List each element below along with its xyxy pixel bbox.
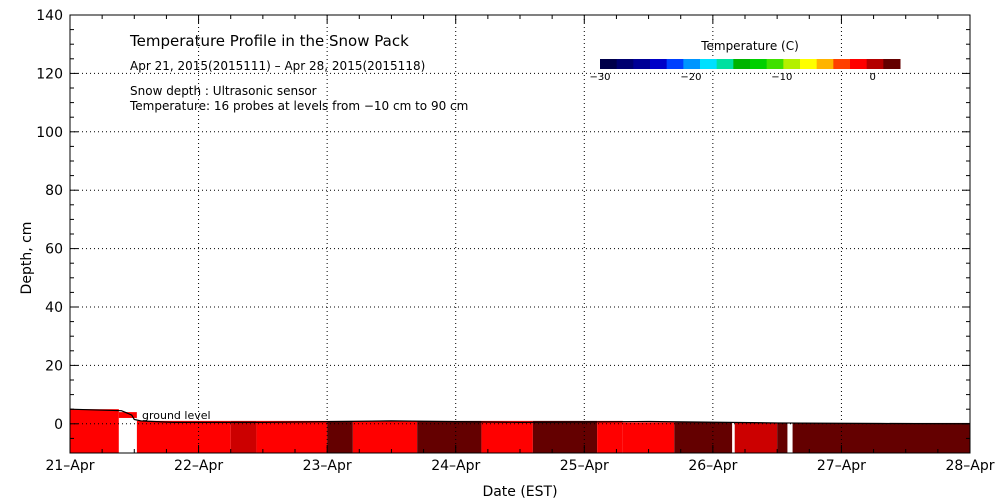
plot-frame <box>69 14 971 454</box>
colorbar-swatch-1 <box>616 59 634 69</box>
x-tick-label-3: 24–Apr <box>431 458 480 474</box>
colorbar-tick-label-2: −10 <box>771 72 792 83</box>
colorbar-swatch-15 <box>850 59 868 69</box>
x-tick-label-1: 22–Apr <box>174 458 223 474</box>
snow-depth-note: Snow depth : Ultrasonic sensor <box>130 84 317 98</box>
colorbar-swatch-5 <box>683 59 701 69</box>
heat-cell-4 <box>256 420 328 453</box>
colorbar-swatch-13 <box>816 59 834 69</box>
heat-cell-12 <box>674 422 733 453</box>
ground-level-annotation: ground level <box>142 409 211 422</box>
data-gap-0 <box>118 417 137 453</box>
heat-cell-11 <box>622 422 675 453</box>
colorbar-swatch-11 <box>783 59 801 69</box>
colorbar-swatch-12 <box>800 59 818 69</box>
heat-cell-2 <box>136 420 231 453</box>
y-tick-label-20: 20 <box>45 358 63 374</box>
y-tick-label-100: 100 <box>36 125 63 141</box>
y-tick-label-120: 120 <box>36 66 63 82</box>
y-tick-label-0: 0 <box>54 417 63 433</box>
colorbar-swatch-17 <box>883 59 901 69</box>
heatmap-layer <box>69 408 971 453</box>
colorbar-swatch-2 <box>633 59 651 69</box>
heat-cell-13 <box>732 422 778 453</box>
colorbar-swatch-6 <box>700 59 718 69</box>
grid-lines <box>70 15 970 453</box>
colorbar-tick-label-0: −30 <box>589 72 610 83</box>
date-range-label: Apr 21, 2015(2015111) – Apr 28, 2015(201… <box>130 59 425 73</box>
heat-cell-5 <box>327 420 353 453</box>
heat-cell-10 <box>597 420 623 453</box>
heat-cell-0 <box>70 409 119 453</box>
colorbar-swatch-0 <box>600 59 618 69</box>
heat-cell-7 <box>417 420 482 453</box>
y-tick-label-80: 80 <box>45 183 63 199</box>
x-tick-label-7: 28–Apr <box>945 458 994 474</box>
colorbar-swatch-8 <box>733 59 751 69</box>
data-gap-2 <box>787 417 793 453</box>
y-tick-label-60: 60 <box>45 242 63 258</box>
heat-cell-14 <box>777 422 970 453</box>
snow-surface-line <box>69 408 971 425</box>
data-gap-1 <box>732 417 735 453</box>
colorbar-swatch-9 <box>750 59 768 69</box>
colorbar-swatch-16 <box>866 59 884 69</box>
y-axis-label: Depth, cm <box>19 222 35 295</box>
y-tick-label-40: 40 <box>45 300 63 316</box>
colorbar-swatch-14 <box>833 59 851 69</box>
x-tick-label-4: 25–Apr <box>560 458 609 474</box>
heat-cell-9 <box>532 420 598 453</box>
colorbar-swatch-7 <box>716 59 734 69</box>
x-tick-label-0: 21–Apr <box>45 458 94 474</box>
colorbar-title: Temperature (C) <box>700 39 799 53</box>
x-tick-label-5: 26–Apr <box>688 458 737 474</box>
colorbar-swatch-10 <box>766 59 784 69</box>
colorbar-swatch-4 <box>666 59 684 69</box>
chart-title: Temperature Profile in the Snow Pack <box>129 32 409 50</box>
colorbar-swatch-3 <box>650 59 668 69</box>
y-tick-label-140: 140 <box>36 8 63 24</box>
x-axis-label: Date (EST) <box>482 484 557 500</box>
x-tick-label-2: 23–Apr <box>303 458 352 474</box>
colorbar-tick-label-1: −20 <box>680 72 701 83</box>
heat-cell-8 <box>481 420 533 453</box>
heat-cell-3 <box>230 420 257 453</box>
x-tick-label-6: 27–Apr <box>817 458 866 474</box>
colorbar-tick-label-3: 0 <box>870 72 876 83</box>
temperature-probes-note: Temperature: 16 probes at levels from −1… <box>129 99 468 113</box>
axis-ticks: 21–Apr 22–Apr 23–Apr 24–Apr 25–Apr 26–Apr 27–A… <box>36 8 994 474</box>
heat-cell-6 <box>352 420 418 453</box>
colorbar: −30 −20 −10 0 <box>589 59 901 83</box>
